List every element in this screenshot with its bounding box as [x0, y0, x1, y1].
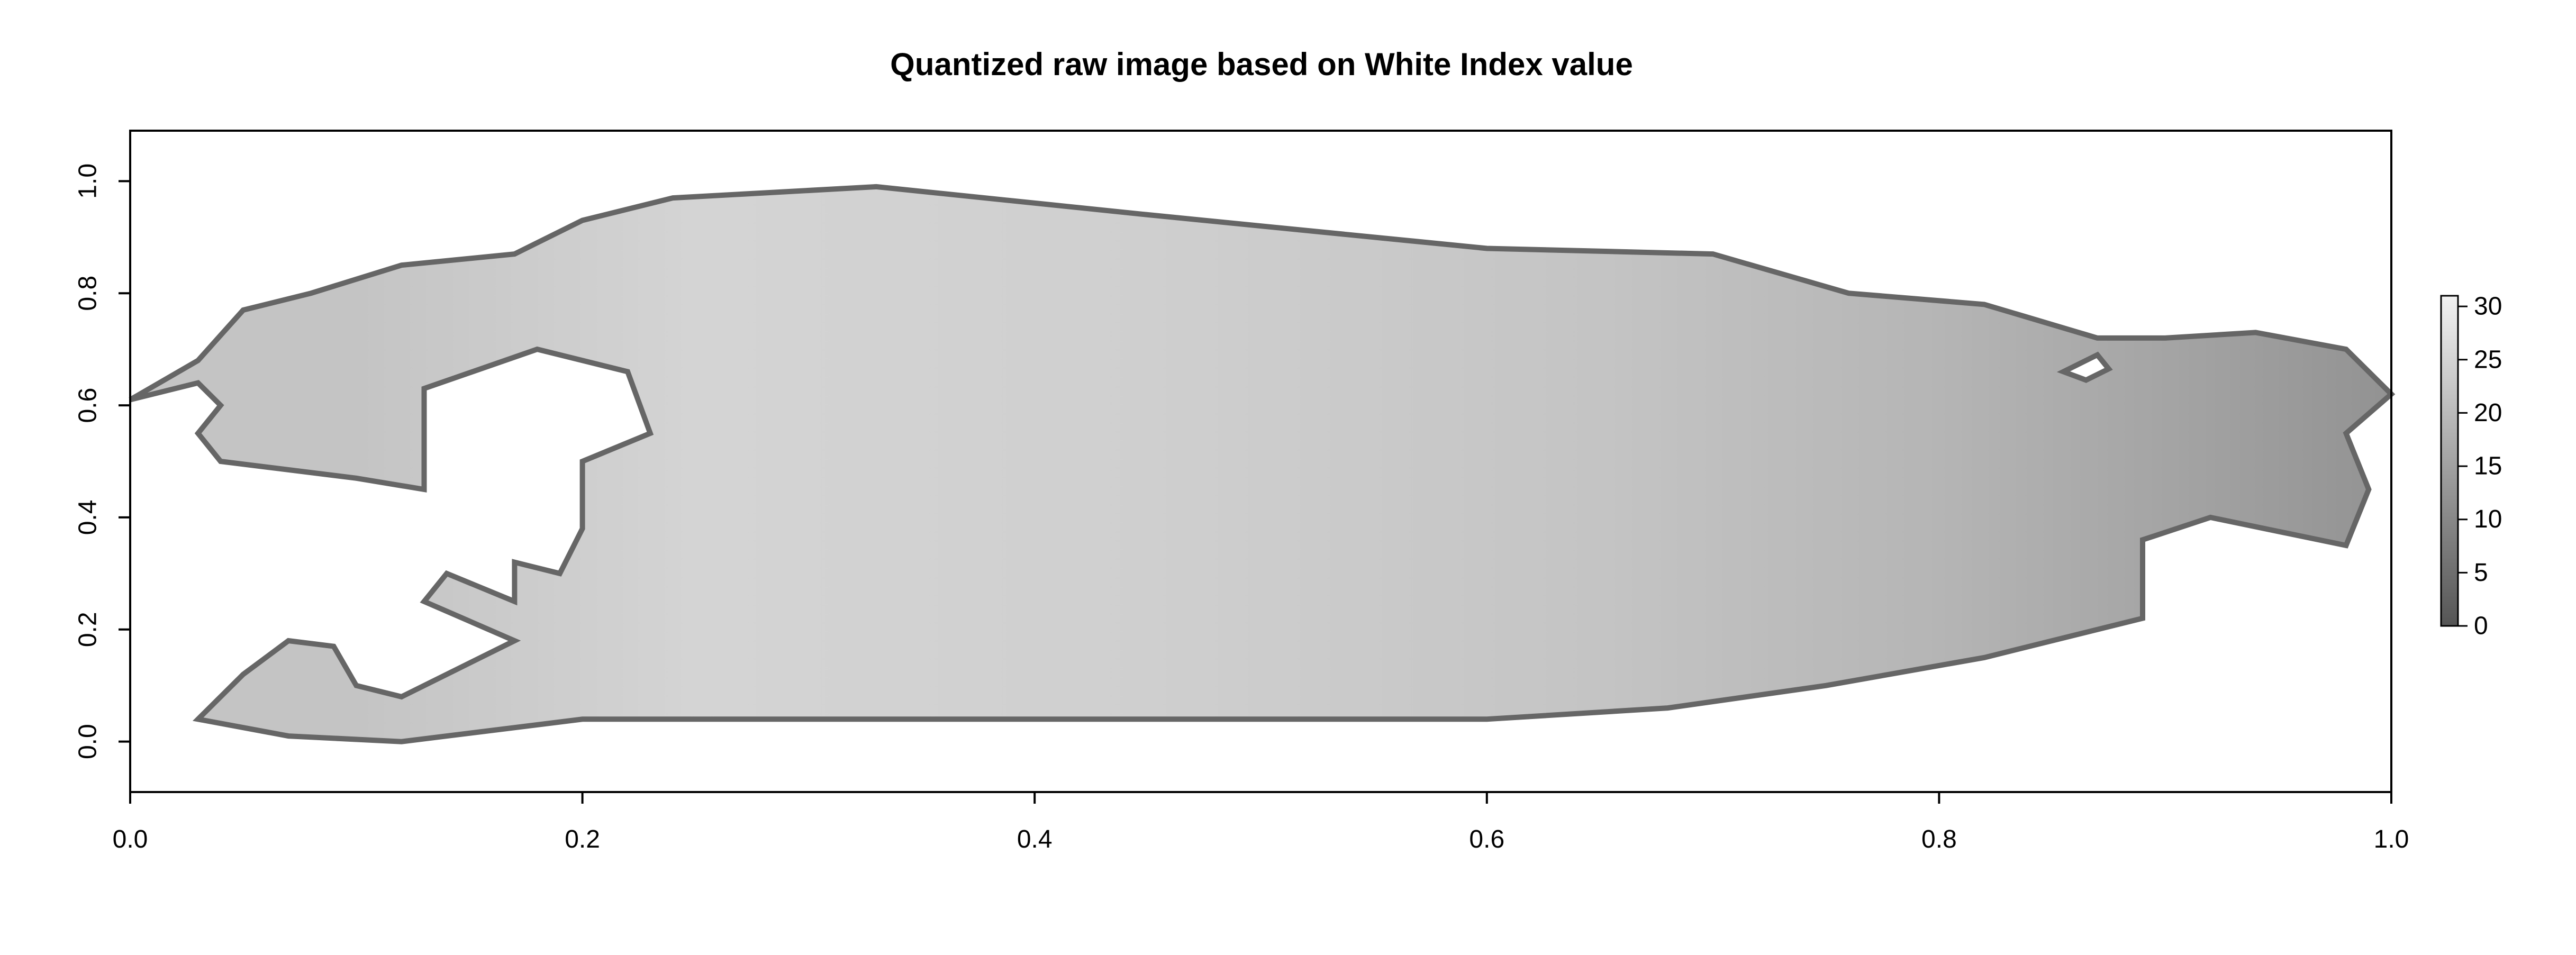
x-tick-label: 0.0 [113, 825, 148, 853]
x-tick-label: 0.8 [1921, 825, 1957, 853]
chart-title: Quantized raw image based on White Index… [890, 47, 1633, 82]
y-tick-label: 1.0 [74, 163, 102, 199]
colorbar-tick-label: 20 [2474, 399, 2502, 427]
x-tick-label: 1.0 [2374, 825, 2409, 853]
x-axis: 0.0 0.2 0.4 0.6 0.8 1.0 [113, 791, 2409, 853]
image-region-layer [129, 184, 2396, 744]
y-axis: 0.0 0.2 0.4 0.6 0.8 1.0 [74, 163, 131, 759]
colorbar-scale [2440, 295, 2459, 627]
colorbar-tick-label: 0 [2474, 612, 2488, 640]
colorbar: 0 5 10 15 20 25 30 [2440, 293, 2502, 640]
colorbar-tick-label: 10 [2474, 505, 2502, 533]
y-tick-label: 0.2 [74, 612, 102, 647]
colorbar-tick-label: 15 [2474, 452, 2502, 480]
y-tick-label: 0.0 [74, 724, 102, 759]
colorbar-tick-label: 25 [2474, 345, 2502, 374]
y-tick-label: 0.4 [74, 500, 102, 535]
colorbar-tick-label: 5 [2474, 559, 2488, 587]
x-tick-label: 0.4 [1017, 825, 1053, 853]
image-region [129, 184, 2396, 744]
x-tick-label: 0.6 [1469, 825, 1504, 853]
colorbar-tick-label: 30 [2474, 293, 2502, 321]
y-tick-label: 0.8 [74, 276, 102, 311]
y-tick-label: 0.6 [74, 388, 102, 423]
x-tick-label: 0.2 [565, 825, 600, 853]
